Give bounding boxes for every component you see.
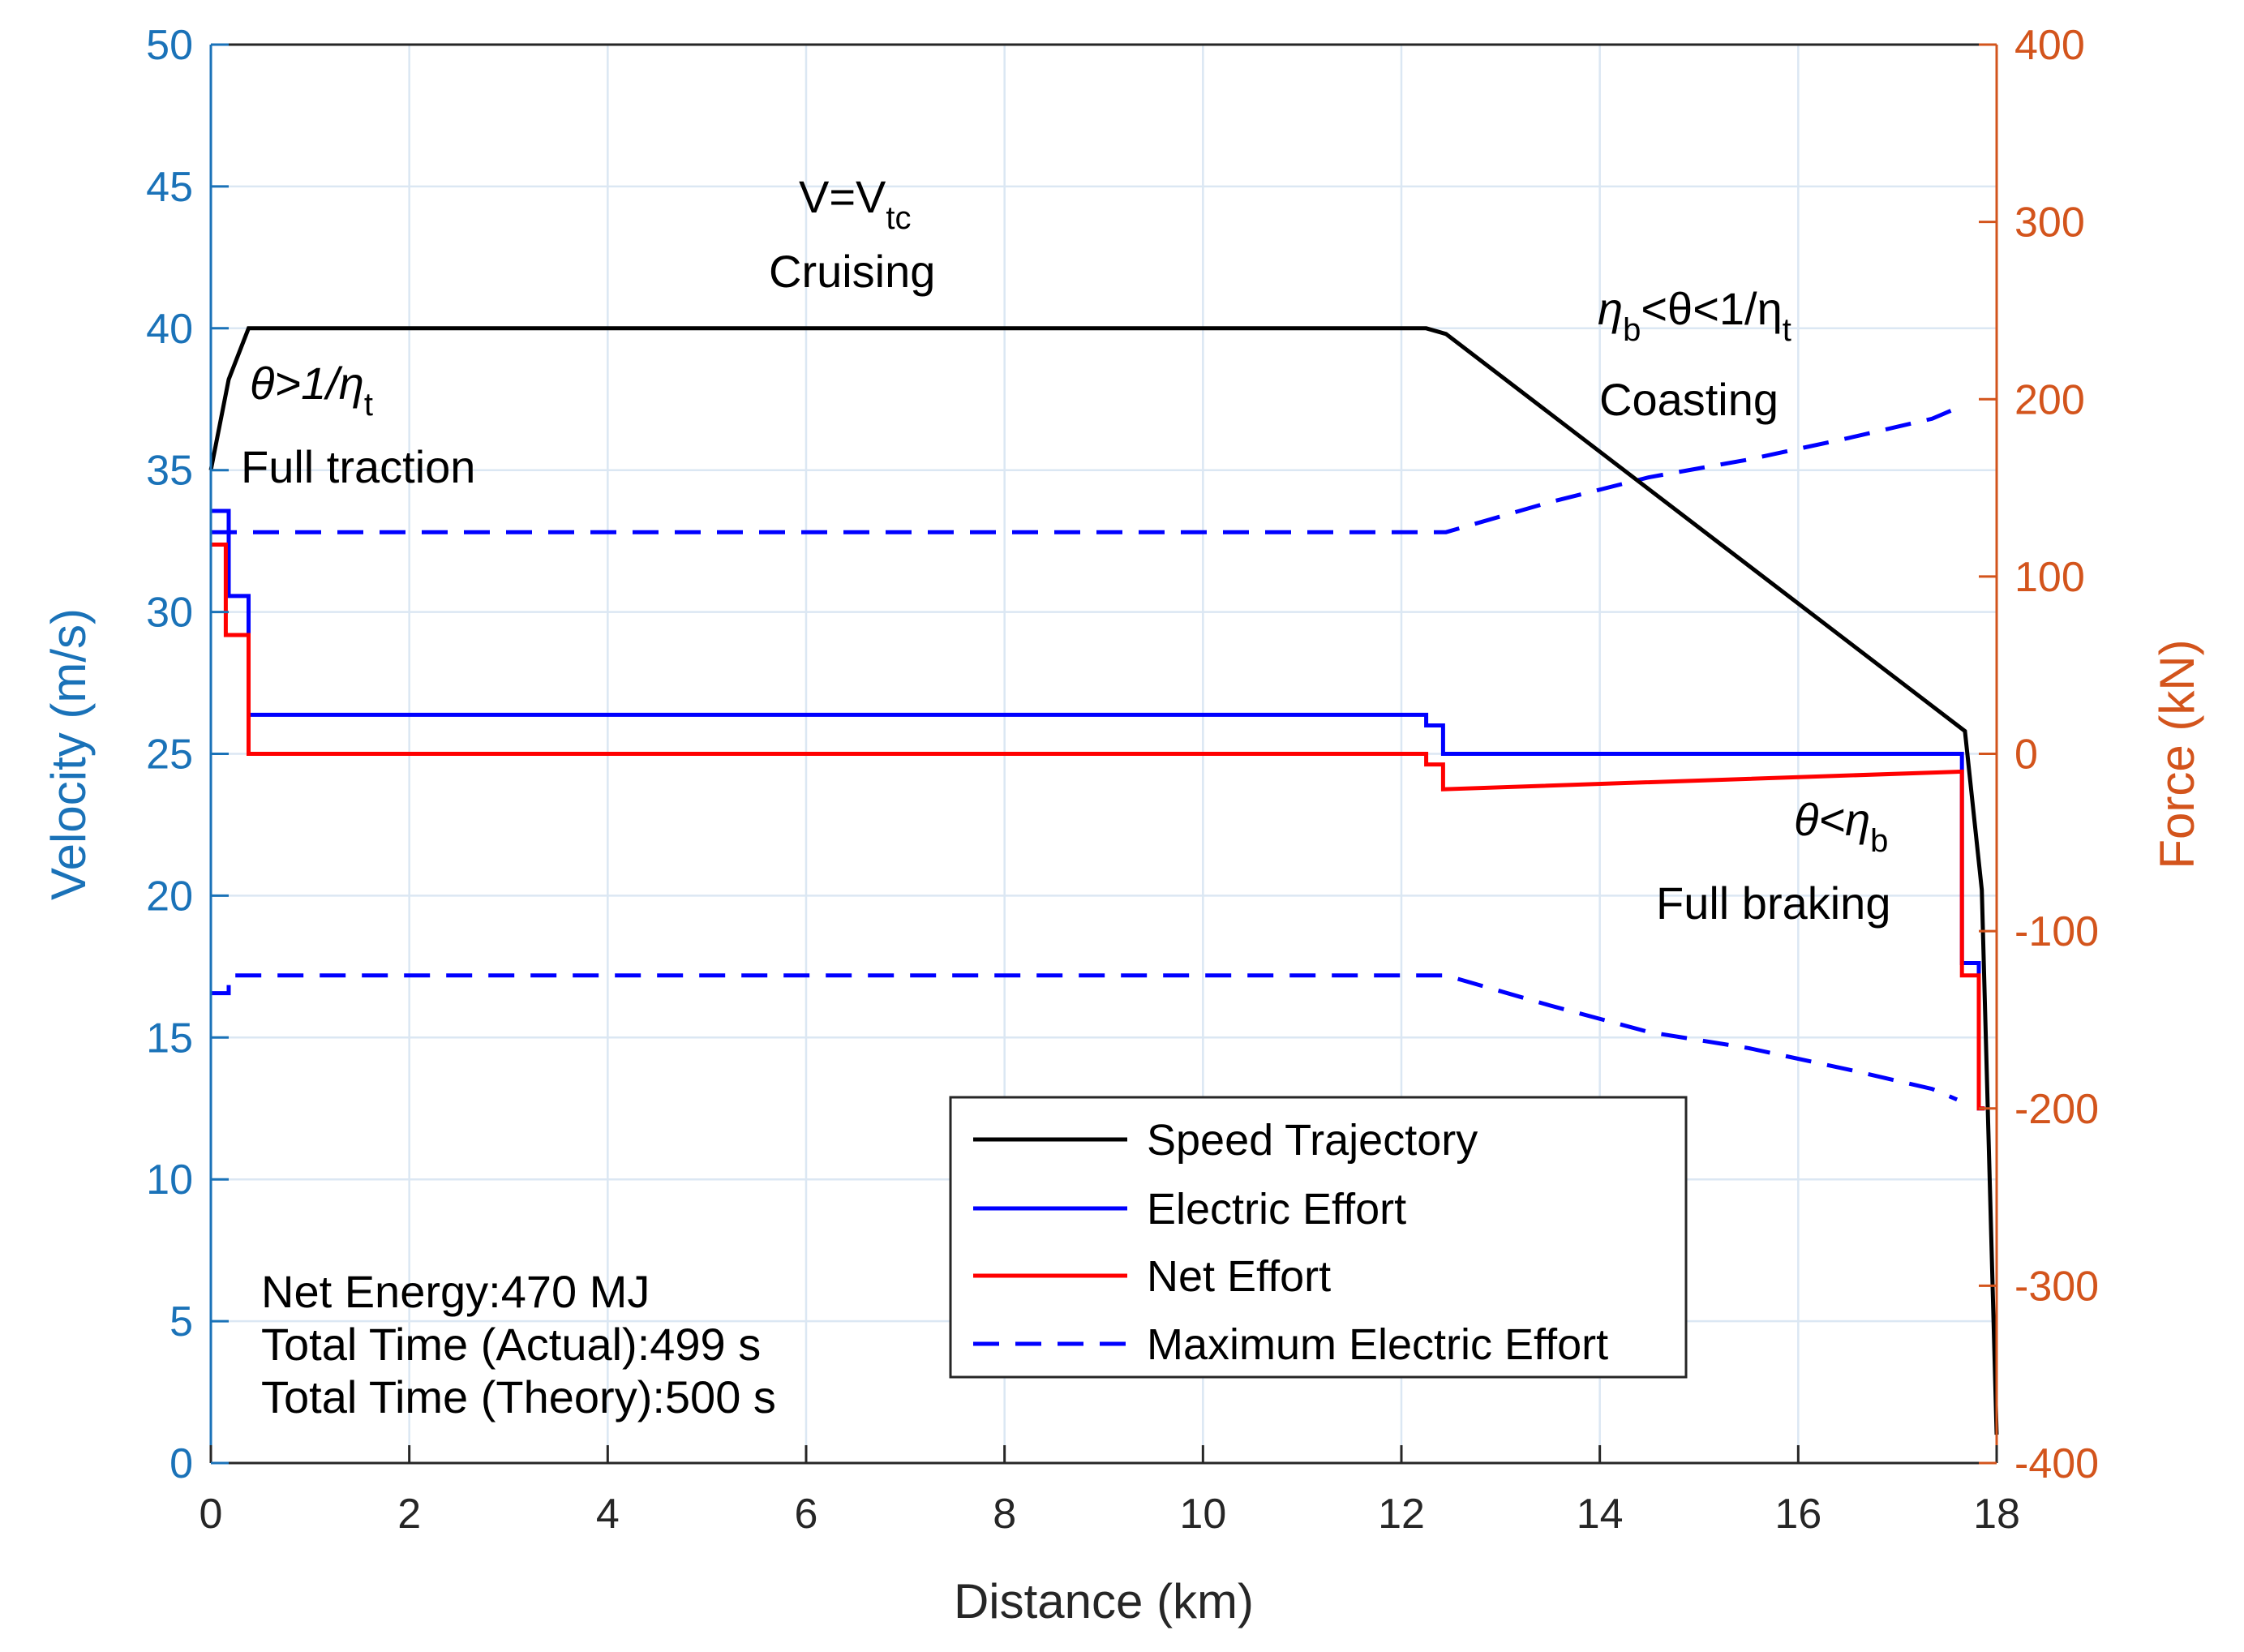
annotation-traction-formula: θ>1/ηt (250, 358, 373, 423)
y-right-tick-label: 200 (2014, 376, 2085, 423)
summary-total-time-theory: Total Time (Theory):500 s (261, 1371, 776, 1422)
legend-label-net: Net Effort (1147, 1252, 1331, 1301)
y-right-tick-label: -300 (2014, 1263, 2099, 1310)
series-max-electric-effort-upper (211, 405, 1959, 534)
braking-formula-sub: b (1870, 823, 1888, 859)
ticks-layer: 0 2 4 6 8 10 12 14 16 18 0 5 10 15 20 25 30 35 40 45 50 -400 -… (146, 22, 2099, 1538)
x-axis-label: Distance (km) (954, 1574, 1254, 1628)
y-left-tick-label: 15 (146, 1015, 193, 1062)
annotation-coasting-label: Coasting (1599, 374, 1778, 425)
y-left-tick-label: 5 (169, 1298, 193, 1345)
coast-formula-b-sub: t (1783, 312, 1791, 348)
coast-formula-a-sub: b (1623, 312, 1641, 348)
series-electric-effort (211, 508, 1985, 1111)
series-speed-trajectory (208, 326, 1999, 1435)
x-tick-label: 2 (397, 1491, 421, 1538)
cruise-formula-sub: tc (886, 200, 911, 236)
y-left-tick-label: 30 (146, 590, 193, 637)
x-tick-label: 0 (200, 1491, 223, 1538)
annotation-braking-formula: θ<ηb (1794, 794, 1888, 859)
annotation-cruising-label: Cruising (769, 246, 935, 297)
y-right-tick-label: -200 (2014, 1086, 2099, 1133)
annotation-cruise-formula: V=Vtc (799, 171, 912, 236)
x-tick-label: 6 (795, 1491, 818, 1538)
legend-label-max-electric: Maximum Electric Effort (1147, 1320, 1608, 1369)
x-tick-label: 10 (1179, 1491, 1226, 1538)
series-net-effort (211, 543, 1985, 1111)
annotation-full-traction-label: Full traction (241, 441, 475, 492)
y-right-tick-label: -100 (2014, 908, 2099, 955)
annotation-full-braking-label: Full braking (1656, 877, 1890, 929)
x-tick-label: 18 (1973, 1491, 2020, 1538)
y-left-tick-label: 45 (146, 164, 193, 211)
series-max-electric-effort-lower (211, 973, 1959, 1102)
coast-formula-b: <θ<1/η (1641, 283, 1782, 334)
summary-net-energy: Net Energy:470 MJ (261, 1266, 650, 1317)
y-right-tick-label: -400 (2014, 1440, 2099, 1487)
series-layer (208, 326, 1999, 1435)
x-tick-label: 8 (993, 1491, 1016, 1538)
y-left-tick-label: 20 (146, 873, 193, 920)
summary-total-time-actual: Total Time (Actual):499 s (261, 1319, 761, 1370)
y-left-tick-label: 25 (146, 732, 193, 779)
y-right-tick-label: 0 (2014, 732, 2038, 779)
y-left-tick-label: 40 (146, 306, 193, 353)
coast-formula-a: η (1598, 283, 1623, 334)
legend-label-electric: Electric Effort (1147, 1185, 1406, 1234)
y-left-tick-label: 0 (169, 1440, 193, 1487)
traction-formula-sub: t (364, 387, 373, 423)
braking-formula-main: θ<η (1794, 794, 1870, 845)
x-tick-label: 12 (1378, 1491, 1425, 1538)
legend: Speed Trajectory Electric Effort Net Eff… (949, 1096, 1688, 1379)
legend-label-speed: Speed Trajectory (1147, 1116, 1478, 1165)
y-left-axis-label: Velocity (m/s) (41, 608, 96, 900)
x-tick-label: 16 (1774, 1491, 1821, 1538)
x-tick-label: 14 (1577, 1491, 1624, 1538)
y-left-tick-label: 10 (146, 1156, 193, 1204)
y-left-tick-label: 35 (146, 448, 193, 495)
y-right-tick-label: 400 (2014, 22, 2085, 69)
x-tick-label: 4 (596, 1491, 620, 1538)
annotation-coast-formula: ηb<θ<1/ηt (1598, 283, 1791, 348)
y-right-tick-label: 100 (2014, 554, 2085, 601)
y-right-tick-label: 300 (2014, 200, 2085, 247)
y-right-axis-label: Force (kN) (2150, 639, 2204, 869)
traction-formula-main: θ>1/η (250, 358, 364, 409)
cruise-formula-main: V=V (799, 171, 886, 222)
legend-box (949, 1096, 1688, 1379)
y-left-tick-label: 50 (146, 22, 193, 69)
